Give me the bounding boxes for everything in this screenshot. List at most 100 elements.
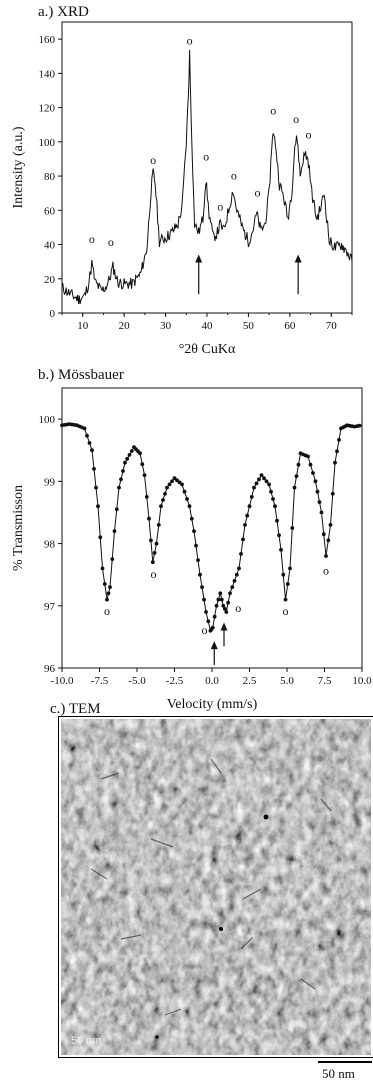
xrd-x-tick-label: 50 [243,320,255,332]
mossbauer-arrow-head [220,622,228,631]
mossbauer-data-point [163,491,167,496]
mossbauer-data-point [87,441,92,445]
mossbauer-data-point [264,479,269,484]
mossbauer-x-axis-title: Velocity (mm/s) [167,697,258,712]
mossbauer-data-point [152,551,157,555]
mossbauer-data-point [106,591,111,596]
mossbauer-y-tick-label: 98 [44,539,56,551]
mossbauer-data-point [200,585,204,589]
mossbauer-data-point [269,489,273,494]
mossbauer-data-point [92,467,96,471]
mossbauer-data-point [114,507,119,512]
mossbauer-data-point [159,504,163,509]
mossbauer-data-point [218,591,223,596]
xrd-x-tick-label: 70 [326,320,338,332]
mossbauer-data-point [167,482,172,487]
mossbauer-data-point [337,438,341,442]
mossbauer-arrow-head [210,641,218,650]
mossbauer-data-point [127,453,132,457]
xrd-peak-marker: o [270,103,276,117]
mossbauer-data-point [144,495,149,499]
mossbauer-peak-marker: o [235,601,241,615]
mossbauer-data-point [175,478,179,483]
mossbauer-data-point [98,535,103,540]
xrd-y-tick-label: 100 [39,137,56,149]
xrd-x-tick-label: 60 [284,320,296,332]
mossbauer-data-point [321,532,326,537]
tem-image-frame: 50 nm [58,716,373,1058]
mossbauer-x-tick-label: 7.5 [318,675,332,687]
tem-micrograph-image [61,719,371,1055]
xrd-peak-marker: o [255,186,261,200]
mossbauer-data-point [110,557,115,561]
mossbauer-x-tick-label: -10.0 [51,675,74,687]
mossbauer-data-point [149,538,153,543]
mossbauer-data-point [243,523,247,527]
xrd-peak-marker: o [231,168,237,182]
mossbauer-data-point [138,451,142,456]
mossbauer-data-point [108,585,112,589]
mossbauer-data-point [333,460,337,465]
mossbauer-data-point [288,566,292,571]
mossbauer-data-point [216,597,221,602]
mossbauer-x-tick-label: 5.0 [280,675,294,687]
mossbauer-data-point [254,481,259,486]
mossbauer-data-point [317,500,322,504]
mossbauer-data-point [230,585,235,589]
xrd-y-tick-label: 60 [44,205,56,217]
mossbauer-y-tick-label: 99 [44,476,56,488]
mossbauer-data-point [237,566,241,571]
mossbauer-data-point [117,485,121,490]
mossbauer-data-point [252,485,256,490]
mossbauer-data-point [306,454,310,459]
mossbauer-peak-marker: o [151,567,157,581]
mossbauer-data-point [185,497,189,501]
mossbauer-data-point [147,516,151,521]
mossbauer-data-point [221,603,226,608]
mossbauer-data-point [335,449,339,454]
mossbauer-data-point [292,485,297,490]
mossbauer-data-point [102,582,107,586]
mossbauer-data-point [330,491,335,496]
mossbauer-data-point [182,489,187,494]
mossbauer-data-point [180,482,184,487]
mossbauer-peak-marker: o [202,623,208,637]
xrd-y-tick-label: 120 [39,103,56,115]
mossbauer-data-point [319,510,324,515]
tem-inner-scale-label: 50 nm [71,1035,102,1047]
mossbauer-data-point [259,473,264,477]
mossbauer-data-point [296,462,301,467]
xrd-panel-label: a.) XRD [38,4,89,20]
mossbauer-data-point [194,543,198,548]
mossbauer-data-point [142,473,147,477]
mossbauer-data-point [271,497,275,501]
mossbauer-data-point [187,504,192,509]
mossbauer-data-point [121,469,125,473]
mossbauer-data-point [308,462,313,467]
mossbauer-data-point [204,610,208,614]
mossbauer-x-tick-label: -5.0 [128,675,146,687]
mossbauer-data-point [212,614,217,619]
xrd-x-tick-label: 30 [160,320,172,332]
tem-panel-label: c.) TEM [50,701,101,717]
mossbauer-data-point [224,610,229,614]
xrd-series-line [61,49,353,305]
xrd-y-tick-label: 20 [44,274,56,286]
mossbauer-data-point [219,597,224,602]
mossbauer-data-point [90,448,94,453]
mossbauer-data-point [156,523,161,527]
mossbauer-data-point [123,460,127,465]
tem-scale-bar-label: 50 nm [322,1066,355,1081]
xrd-peak-marker: o [217,199,223,213]
mossbauer-panel-label: b.) Mössbauer [38,367,124,383]
mossbauer-data-point [150,560,155,565]
mossbauer-peak-marker: o [104,604,110,618]
mossbauer-data-point [239,552,243,556]
mossbauer-data-point [285,582,290,586]
mossbauer-data-point [170,479,174,484]
xrd-peak-marker: o [89,232,95,246]
xrd-x-axis-title: °2θ CuKα [179,342,236,357]
mossbauer-data-point [198,572,202,577]
mossbauer-data-point [283,597,288,602]
mossbauer-x-tick-label: -2.5 [166,675,184,687]
